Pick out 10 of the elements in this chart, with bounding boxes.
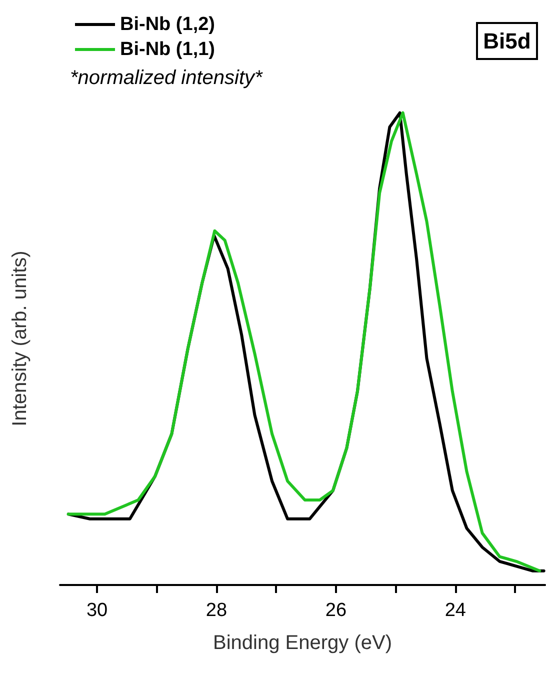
x-tick-label: 24	[444, 600, 466, 621]
y-axis-title: Intensity (arb. units)	[9, 250, 31, 426]
x-tick-label: 30	[86, 600, 108, 621]
x-tick-label: 26	[325, 600, 347, 621]
legend-label: Bi-Nb (1,2)	[120, 14, 215, 35]
text: Bi5d	[483, 28, 531, 54]
x-axis-title: Binding Energy (eV)	[213, 632, 392, 654]
text: *normalized intensity*	[70, 67, 264, 89]
x-tick-label: 28	[206, 600, 228, 621]
legend-label: Bi-Nb (1,1)	[120, 39, 215, 60]
